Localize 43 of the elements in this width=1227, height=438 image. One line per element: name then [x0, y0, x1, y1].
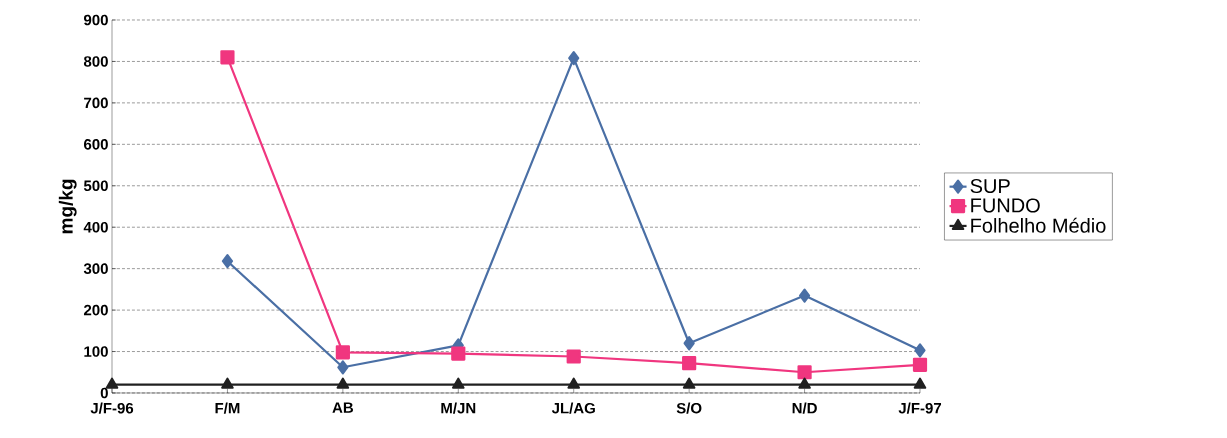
y-axis-title: mg/kg: [58, 179, 77, 234]
point: [451, 346, 466, 361]
legend-label: Folhelho Médio: [971, 217, 1106, 233]
y-tick-label: 0: [100, 387, 108, 399]
point: [566, 349, 581, 364]
x-tick-label: J/F-96: [90, 402, 134, 414]
point: [912, 357, 928, 372]
y-tick-label: 300: [83, 263, 108, 274]
point: [567, 377, 581, 389]
point: [682, 377, 696, 389]
point: [913, 377, 927, 389]
point: [221, 254, 234, 269]
legend-label: FUNDO: [971, 198, 1040, 213]
y-tick-label: 700: [84, 97, 108, 109]
legend-label: SUP: [970, 178, 1010, 194]
x-tick-label: J/F-97: [898, 402, 942, 414]
x-tick-label: F/M: [215, 402, 240, 414]
y-tick-label: 600: [84, 139, 108, 150]
y-tick-label: 800: [83, 56, 108, 67]
x-tick-label: M/JN: [441, 402, 476, 414]
point: [798, 377, 811, 389]
y-tick-label: 100: [84, 346, 108, 357]
y-tick-label: 900: [83, 14, 108, 26]
x-tick-label: JL/AG: [551, 402, 595, 414]
x-tick-label: N/D: [792, 402, 817, 414]
point: [682, 356, 697, 371]
x-tick-label: AB: [332, 402, 354, 413]
point: [452, 377, 465, 389]
point: [914, 343, 926, 358]
x-tick-label: S/O: [676, 402, 702, 414]
y-tick-label: 200: [83, 304, 108, 316]
point: [337, 360, 349, 375]
point: [797, 365, 812, 380]
point: [336, 377, 350, 389]
point: [105, 377, 119, 389]
y-tick-label: 400: [83, 221, 108, 233]
point: [568, 51, 580, 66]
point: [221, 377, 234, 389]
point: [683, 336, 695, 351]
point: [335, 345, 350, 360]
y-tick-label: 500: [83, 180, 108, 192]
point: [220, 50, 235, 65]
point: [798, 288, 811, 303]
